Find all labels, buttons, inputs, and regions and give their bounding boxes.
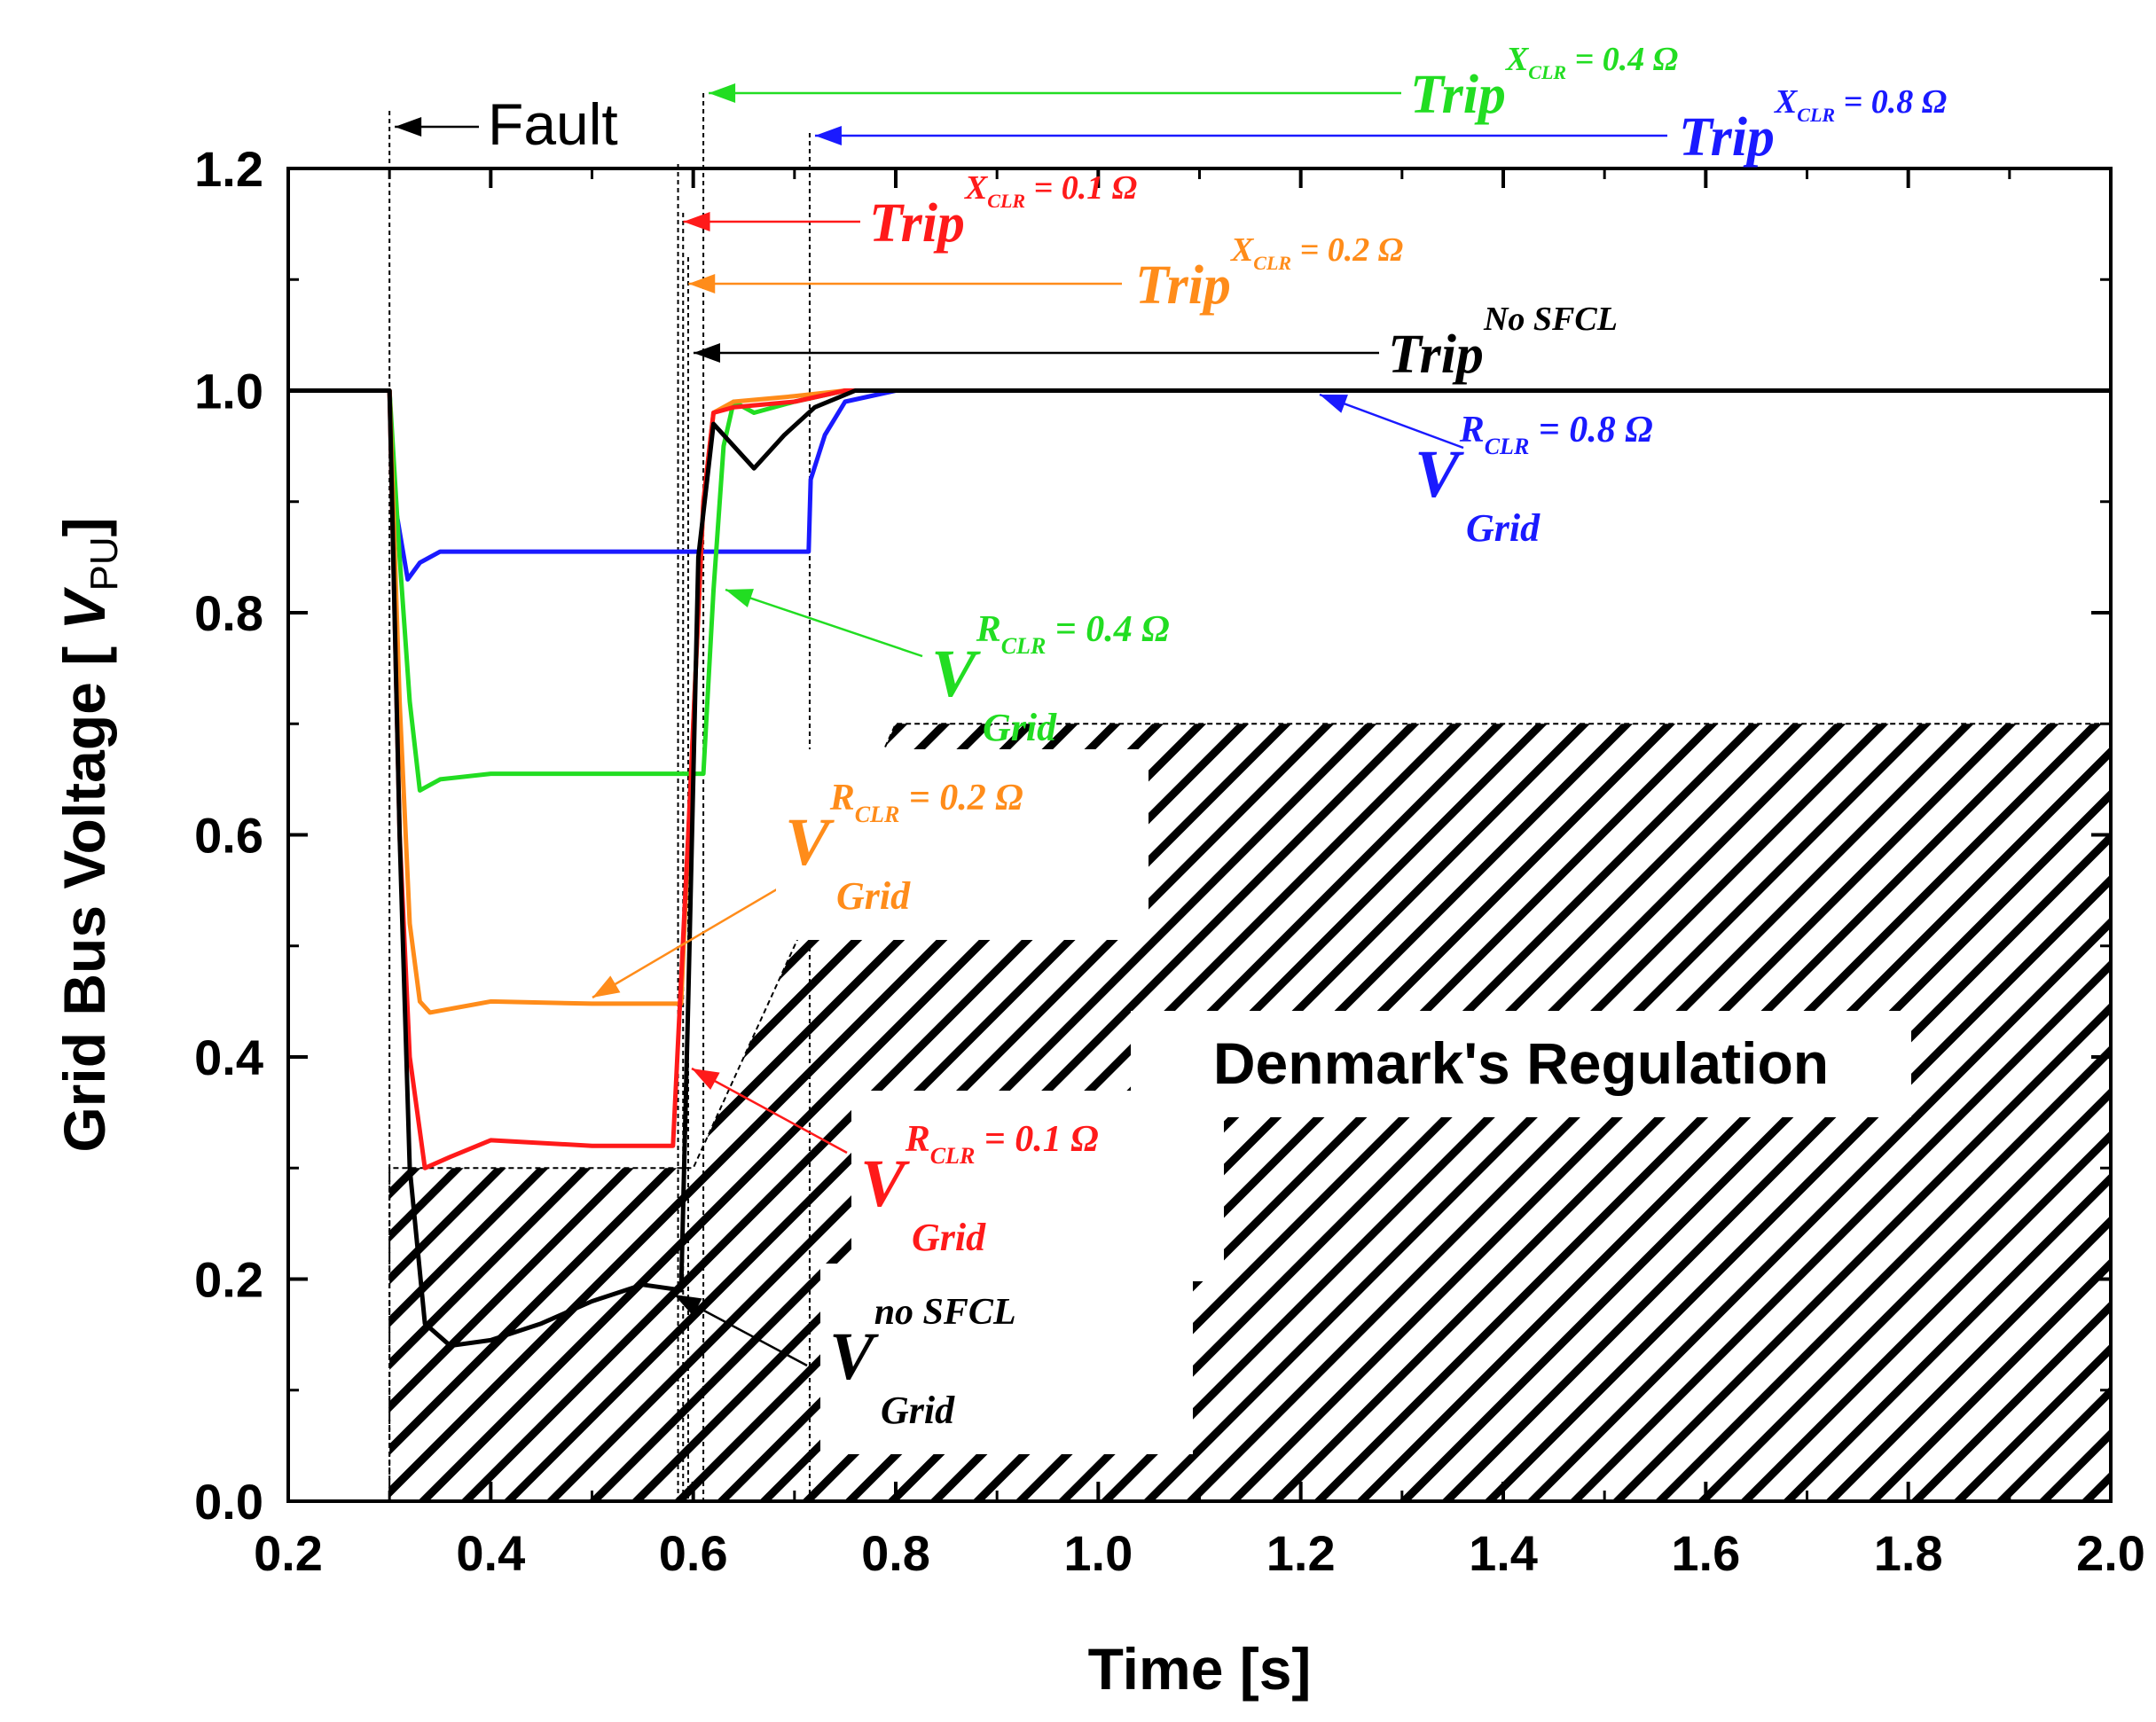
y-tick-label: 1.2 <box>194 141 263 197</box>
y-tick-label: 0.2 <box>194 1252 263 1308</box>
voltage-arrow-head <box>692 1068 720 1090</box>
trip-annotation: TripXCLR = 0.2 Ω <box>1135 231 1403 316</box>
y-tick-label: 1.0 <box>194 364 263 419</box>
voltage-arrow-head <box>592 975 621 998</box>
series-line <box>288 388 2111 582</box>
trip-annotation: TripXCLR = 0.8 Ω <box>1679 83 1947 168</box>
x-tick-label: 0.8 <box>861 1525 930 1581</box>
voltage-annotation-sub: Grid <box>912 1216 986 1259</box>
trip-arrow-head <box>814 126 842 145</box>
voltage-arrow-line <box>725 588 923 658</box>
voltage-label-background <box>776 749 1149 940</box>
region-label-background <box>1131 1011 1911 1117</box>
trip-annotation: TripXCLR = 0.4 Ω <box>1410 41 1678 125</box>
voltage-arrow-head <box>674 1295 702 1316</box>
voltage-annotation: VRCLR = 0.8 Ω <box>1415 410 1653 512</box>
voltage-annotation: VRCLR = 0.4 Ω <box>931 609 1170 711</box>
x-tick-label: 2.0 <box>2076 1525 2145 1581</box>
voltage-annotation: VRCLR = 0.2 Ω <box>785 778 1023 880</box>
series-line <box>288 388 2111 1349</box>
x-tick-label: 1.0 <box>1063 1525 1133 1581</box>
trip-arrow-head <box>709 83 736 103</box>
fault-arrow-head <box>395 117 422 137</box>
y-axis-title: Grid Bus Voltage [ VPU] <box>51 517 126 1152</box>
trip-arrow-head <box>688 274 716 294</box>
x-tick-label: 1.8 <box>1874 1525 1943 1581</box>
voltage-arrow-head <box>725 589 754 608</box>
voltage-annotation: Vno SFCL <box>829 1292 1016 1394</box>
x-tick-label: 0.4 <box>456 1525 525 1581</box>
regulation-region: Denmark's Regulation <box>388 723 2112 1502</box>
fault-label: Fault <box>488 91 618 157</box>
voltage-annotation-sub: Grid <box>983 706 1057 749</box>
x-axis-title: Time [s] <box>1088 1636 1312 1702</box>
voltage-label-background <box>851 1091 1224 1281</box>
voltage-annotation-sub: Grid <box>836 874 911 918</box>
y-tick-label: 0.0 <box>194 1474 263 1530</box>
plot-axes: 0.2 0.4 0.6 0.8 1.0 1.2 1.4 1.6 1.8 2.00.00.20.40… <box>51 141 2145 1702</box>
y-tick-label: 0.8 <box>194 585 263 641</box>
voltage-arrow-line <box>592 867 812 999</box>
trip-arrow-head <box>683 212 710 231</box>
voltage-series <box>288 388 2111 1349</box>
y-tick-label: 0.6 <box>194 808 263 864</box>
y-tick-label: 0.4 <box>194 1029 263 1085</box>
voltage-annotation: VRCLR = 0.1 Ω <box>860 1119 1099 1221</box>
voltage-arrow-head <box>1320 395 1348 413</box>
voltage-label-background <box>820 1264 1193 1454</box>
x-tick-label: 0.2 <box>254 1525 323 1581</box>
voltage-annotation-sub: Grid <box>881 1389 955 1432</box>
trip-arrow-head <box>693 343 720 363</box>
x-tick-label: 1.2 <box>1266 1525 1336 1581</box>
x-tick-label: 1.6 <box>1671 1525 1740 1581</box>
series-line <box>288 388 2111 793</box>
voltage-arrow-line <box>691 1067 848 1155</box>
series-line <box>288 388 2111 1015</box>
voltage-annotation-sub: Grid <box>1466 506 1541 550</box>
region-label: Denmark's Regulation <box>1213 1030 1829 1096</box>
trip-annotation: TripNo SFCL <box>1388 301 1618 385</box>
x-tick-label: 0.6 <box>659 1525 728 1581</box>
trip-annotation: TripXCLR = 0.1 Ω <box>869 169 1137 254</box>
x-tick-label: 1.4 <box>1469 1525 1538 1581</box>
